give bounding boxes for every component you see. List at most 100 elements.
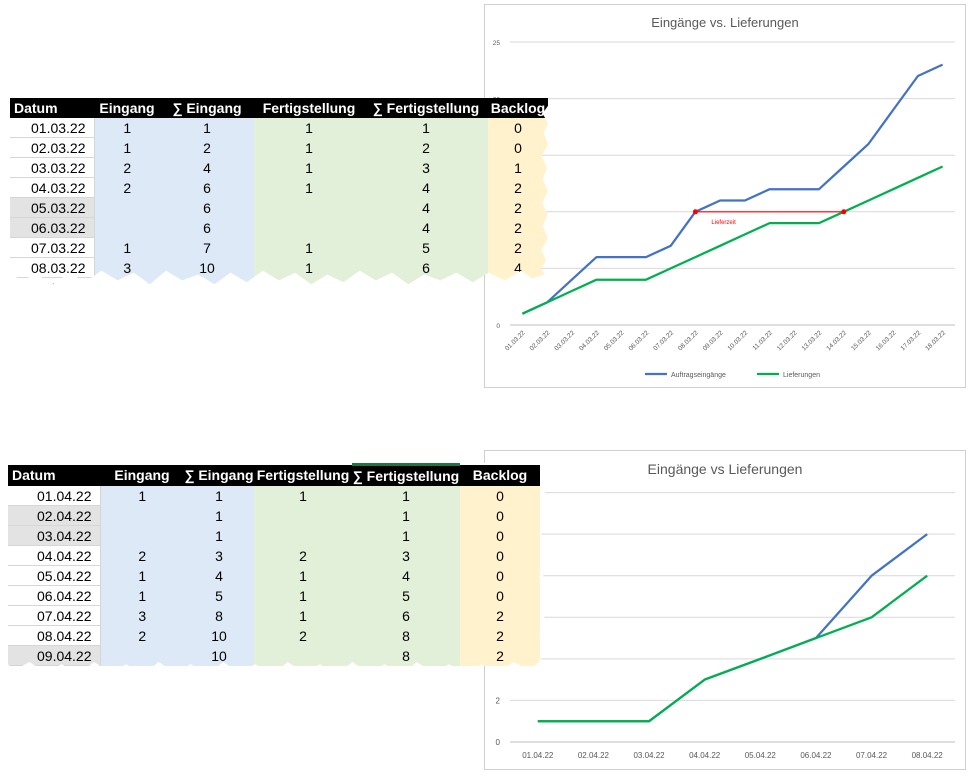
cell-fertigstellung[interactable]	[254, 217, 364, 238]
cell-eingang[interactable]	[100, 645, 184, 666]
cell-sum-eingang[interactable]: 1	[160, 118, 254, 138]
cell-backlog[interactable]: 2	[488, 217, 548, 238]
cell-sum-fertigstellung[interactable]: 1	[352, 505, 460, 526]
cell-sum-eingang[interactable]: 8	[184, 605, 254, 626]
cell-date[interactable]: 06.03.22	[10, 217, 95, 238]
cell-sum-fertigstellung[interactable]: 1	[364, 118, 488, 138]
cell-fertigstellung[interactable]: 1	[254, 277, 364, 285]
cell-date[interactable]: 09.04.22	[8, 645, 101, 666]
cell-date[interactable]: 08.03.22	[10, 257, 95, 278]
cell-fertigstellung[interactable]	[254, 197, 364, 218]
cell-sum-eingang[interactable]: 10	[160, 257, 254, 278]
header-backlog[interactable]: Backlog	[460, 464, 540, 486]
cell-sum-fertigstellung[interactable]: 4	[364, 177, 488, 198]
cell-sum-fertigstellung[interactable]: 2	[364, 137, 488, 158]
cell-eingang[interactable]: 2	[100, 625, 184, 646]
cell-fertigstellung[interactable]: 1	[254, 585, 352, 606]
cell-sum-eingang[interactable]: 1	[184, 525, 254, 546]
cell-eingang[interactable]: 1	[100, 486, 184, 506]
cell-backlog[interactable]: 2	[460, 625, 540, 646]
cell-backlog[interactable]: 2	[488, 177, 548, 198]
cell-backlog[interactable]: 0	[460, 486, 540, 506]
cell-sum-eingang[interactable]: 6	[160, 177, 254, 198]
cell-backlog[interactable]: 0	[488, 118, 548, 138]
cell-fertigstellung[interactable]	[254, 525, 352, 546]
cell-eingang[interactable]	[94, 217, 160, 238]
cell-date[interactable]: 03.04.22	[8, 525, 101, 546]
cell-fertigstellung[interactable]: 1	[254, 177, 364, 198]
cell-eingang[interactable]: 1	[94, 137, 160, 158]
header-backlog[interactable]: Backlog	[488, 98, 548, 118]
cell-sum-eingang[interactable]: 1	[184, 486, 254, 506]
cell-date[interactable]: 05.03.22	[10, 197, 95, 218]
cell-sum-eingang[interactable]: 6	[160, 197, 254, 218]
cell-eingang[interactable]: 1	[100, 585, 184, 606]
cell-sum-eingang[interactable]: 6	[160, 217, 254, 238]
cell-date[interactable]: 04.03.22	[10, 177, 95, 198]
header-fertigstellung[interactable]: Fertigstellung	[254, 464, 352, 486]
cell-fertigstellung[interactable]	[254, 645, 352, 666]
cell-eingang[interactable]: 1	[100, 565, 184, 586]
cell-date[interactable]: 03.03.22	[10, 157, 95, 178]
cell-backlog[interactable]: 0	[460, 585, 540, 606]
header-datum[interactable]: Datum	[8, 464, 100, 486]
cell-sum-eingang[interactable]: 1	[184, 505, 254, 526]
cell-backlog[interactable]: 2	[488, 237, 548, 258]
cell-eingang[interactable]: 3	[94, 257, 160, 278]
cell-eingang[interactable]: 2	[94, 157, 160, 178]
header-eingang[interactable]: Eingang	[100, 464, 184, 486]
cell-eingang[interactable]: 1	[94, 118, 160, 138]
cell-backlog[interactable]: 0	[460, 545, 540, 566]
cell-sum-eingang[interactable]: 3	[184, 545, 254, 566]
cell-sum-fertigstellung[interactable]: 4	[352, 565, 460, 586]
cell-sum-fertigstellung[interactable]: 1	[352, 486, 460, 506]
cell-sum-fertigstellung[interactable]: 7	[364, 277, 488, 285]
cell-sum-fertigstellung[interactable]: 3	[352, 545, 460, 566]
cell-sum-fertigstellung[interactable]: 6	[364, 257, 488, 278]
cell-date[interactable]: 01.03.22	[10, 118, 95, 138]
header-datum[interactable]: Datum	[10, 98, 94, 118]
cell-fertigstellung[interactable]: 2	[254, 545, 352, 566]
cell-backlog[interactable]: 2	[488, 197, 548, 218]
cell-eingang[interactable]: 2	[94, 177, 160, 198]
cell-date[interactable]: 01.04.22	[8, 486, 101, 506]
cell-sum-fertigstellung[interactable]: 8	[352, 645, 460, 666]
cell-sum-fertigstellung[interactable]: 8	[352, 625, 460, 646]
cell-eingang[interactable]: 3	[100, 605, 184, 626]
cell-eingang[interactable]: 1	[94, 237, 160, 258]
cell-sum-eingang[interactable]: 10	[184, 625, 254, 646]
cell-fertigstellung[interactable]	[254, 505, 352, 526]
cell-backlog[interactable]: 1	[488, 157, 548, 178]
cell-eingang[interactable]	[100, 525, 184, 546]
cell-sum-fertigstellung[interactable]: 5	[352, 585, 460, 606]
cell-fertigstellung[interactable]: 1	[254, 137, 364, 158]
cell-fertigstellung[interactable]: 1	[254, 605, 352, 626]
cell-backlog[interactable]: 2	[460, 605, 540, 626]
cell-date[interactable]: 07.04.22	[8, 605, 101, 626]
cell-date[interactable]: 09.03.22	[10, 277, 95, 285]
header-sum-fertigstellung[interactable]: ∑ Fertigstellung	[352, 463, 460, 486]
cell-sum-eingang[interactable]: 4	[184, 565, 254, 586]
header-sum-eingang[interactable]: ∑ Eingang	[160, 98, 254, 118]
cell-sum-fertigstellung[interactable]: 6	[352, 605, 460, 626]
header-fertigstellung[interactable]: Fertigstellung	[254, 98, 364, 118]
cell-fertigstellung[interactable]: 1	[254, 565, 352, 586]
cell-fertigstellung[interactable]: 2	[254, 625, 352, 646]
cell-eingang[interactable]	[94, 197, 160, 218]
cell-backlog[interactable]: 4	[488, 257, 548, 278]
cell-date[interactable]: 04.04.22	[8, 545, 101, 566]
cell-backlog[interactable]: 0	[460, 565, 540, 586]
cell-sum-eingang[interactable]: 4	[160, 157, 254, 178]
cell-sum-fertigstellung[interactable]: 4	[364, 197, 488, 218]
cell-fertigstellung[interactable]: 1	[254, 486, 352, 506]
cell-date[interactable]: 08.04.22	[8, 625, 101, 646]
cell-fertigstellung[interactable]: 1	[254, 157, 364, 178]
cell-date[interactable]: 05.04.22	[8, 565, 101, 586]
cell-backlog[interactable]: 2	[460, 645, 540, 666]
cell-sum-eingang[interactable]: 10	[184, 645, 254, 666]
header-eingang[interactable]: Eingang	[94, 98, 160, 118]
cell-eingang[interactable]	[94, 277, 160, 285]
cell-date[interactable]: 06.04.22	[8, 585, 101, 606]
cell-fertigstellung[interactable]: 1	[254, 237, 364, 258]
header-sum-eingang[interactable]: ∑ Eingang	[184, 464, 254, 486]
